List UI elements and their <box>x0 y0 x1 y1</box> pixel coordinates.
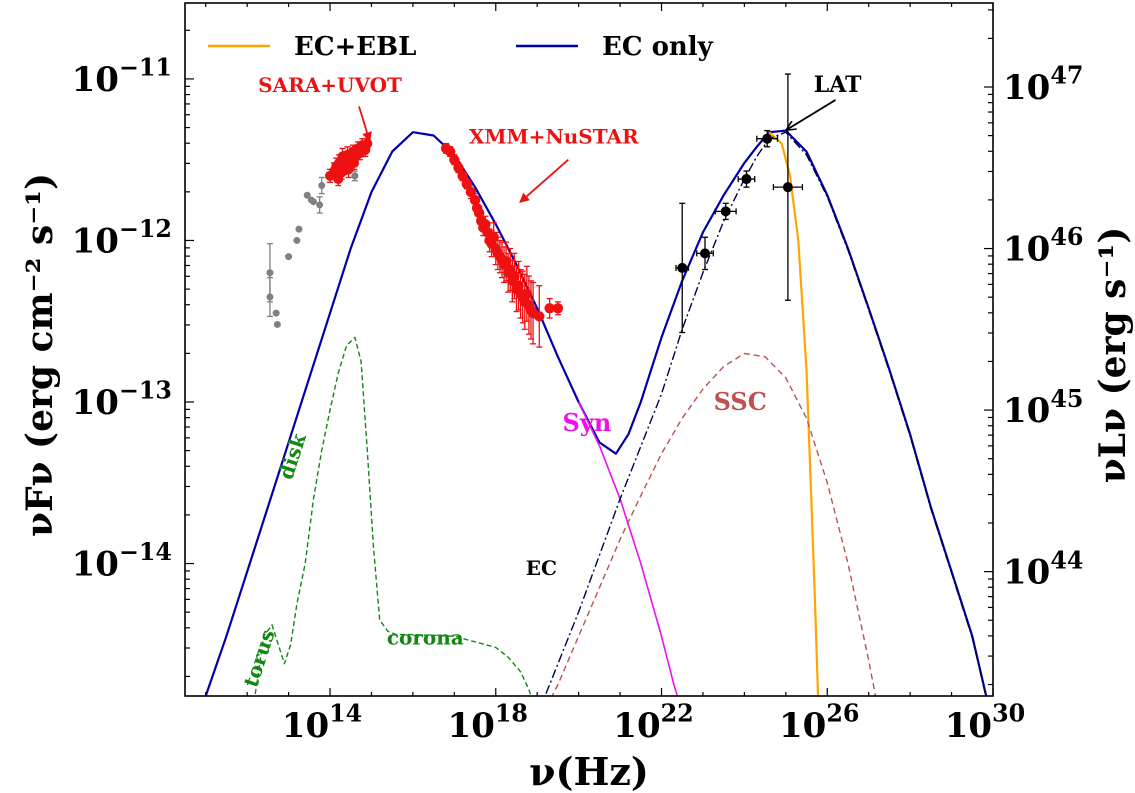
x-tick-label-30: 1030 <box>945 700 1025 746</box>
y-tick-right-label-46: 1046 <box>1003 223 1083 269</box>
data-point-0-10 <box>316 201 324 209</box>
data-point-1-19 <box>362 138 373 149</box>
data-point-3-2 <box>720 206 731 217</box>
y-tick-label--12: 10−12 <box>72 215 172 261</box>
data-point-0-1 <box>266 293 274 301</box>
plot-points <box>266 73 804 348</box>
y-tick-right-label-47: 1047 <box>1003 62 1083 108</box>
annotation-arrows <box>358 99 837 204</box>
data-point-3-5 <box>782 182 793 193</box>
data-point-2-6 <box>465 186 477 198</box>
y-tick-label--11: 10−11 <box>72 54 172 100</box>
annotation-3: Syn <box>563 408 612 437</box>
data-point-0-4 <box>285 253 293 261</box>
x-tick-label-18: 1018 <box>448 700 528 746</box>
x-tick-label-26: 1026 <box>779 700 859 746</box>
x-axis-title: ν(Hz) <box>529 749 649 793</box>
data-point-0-9 <box>309 198 317 206</box>
annotations: SARA+UVOT XMM+NuSTAR LAT Syn SSC EC disk torus c… <box>239 72 862 690</box>
data-point-3-4 <box>762 133 773 144</box>
y-axis-title-right: νLν (erg s⁻¹) <box>1092 227 1134 483</box>
data-point-0-7 <box>303 191 311 199</box>
series-line-4 <box>551 352 877 696</box>
data-point-3-0 <box>677 262 688 273</box>
data-point-2-36 <box>534 311 545 322</box>
legend: EC+EBL EC only <box>208 32 714 62</box>
series-line-1 <box>768 131 820 696</box>
annotation-5: EC <box>526 556 557 580</box>
annotation-2: LAT <box>814 72 862 98</box>
data-point-0-2 <box>272 309 280 317</box>
annotation-0: SARA+UVOT <box>258 73 402 97</box>
data-point-0-11 <box>318 182 326 190</box>
data-point-2-5 <box>461 178 472 190</box>
annotation-arrow-1 <box>519 159 569 204</box>
axis-ticks: 1014 1018 1022 1026 1030 10−11 10−12 10−13 10−14… <box>72 3 1083 746</box>
data-point-0-0 <box>266 269 274 277</box>
plot-lines <box>204 129 988 696</box>
annotation-7: torus <box>239 627 280 690</box>
data-point-3-1 <box>700 248 711 259</box>
data-point-2-38 <box>552 303 564 314</box>
data-point-2-37 <box>544 303 555 314</box>
annotation-4: SSC <box>714 387 767 416</box>
annotation-arrow-0 <box>358 106 372 143</box>
x-tick-label-22: 1022 <box>613 700 693 746</box>
annotation-8: corona <box>387 625 464 649</box>
series-line-2 <box>577 401 679 696</box>
data-point-3-3 <box>741 174 752 185</box>
series-line-3 <box>544 131 987 696</box>
data-point-0-6 <box>295 225 303 233</box>
data-point-0-3 <box>273 320 281 328</box>
annotation-arrow-2 <box>788 99 837 129</box>
data-point-0-13 <box>351 172 359 180</box>
annotation-6: disk <box>274 429 312 482</box>
y-tick-label--14: 10−14 <box>72 538 172 584</box>
y-tick-right-label-44: 1044 <box>1003 546 1083 592</box>
data-point-0-5 <box>293 236 301 244</box>
x-tick-label-14: 1014 <box>282 700 362 746</box>
legend-label-0: EC+EBL <box>294 32 416 62</box>
y-axis-title-left: νFν (erg cm⁻² s⁻¹) <box>19 173 61 537</box>
annotation-1: XMM+NuSTAR <box>469 125 639 149</box>
series-line-5 <box>254 336 532 696</box>
y-tick-right-label-45: 1045 <box>1003 385 1083 431</box>
y-tick-label--13: 10−13 <box>72 377 172 423</box>
legend-label-1: EC only <box>602 32 714 62</box>
plot-frame <box>184 2 994 697</box>
